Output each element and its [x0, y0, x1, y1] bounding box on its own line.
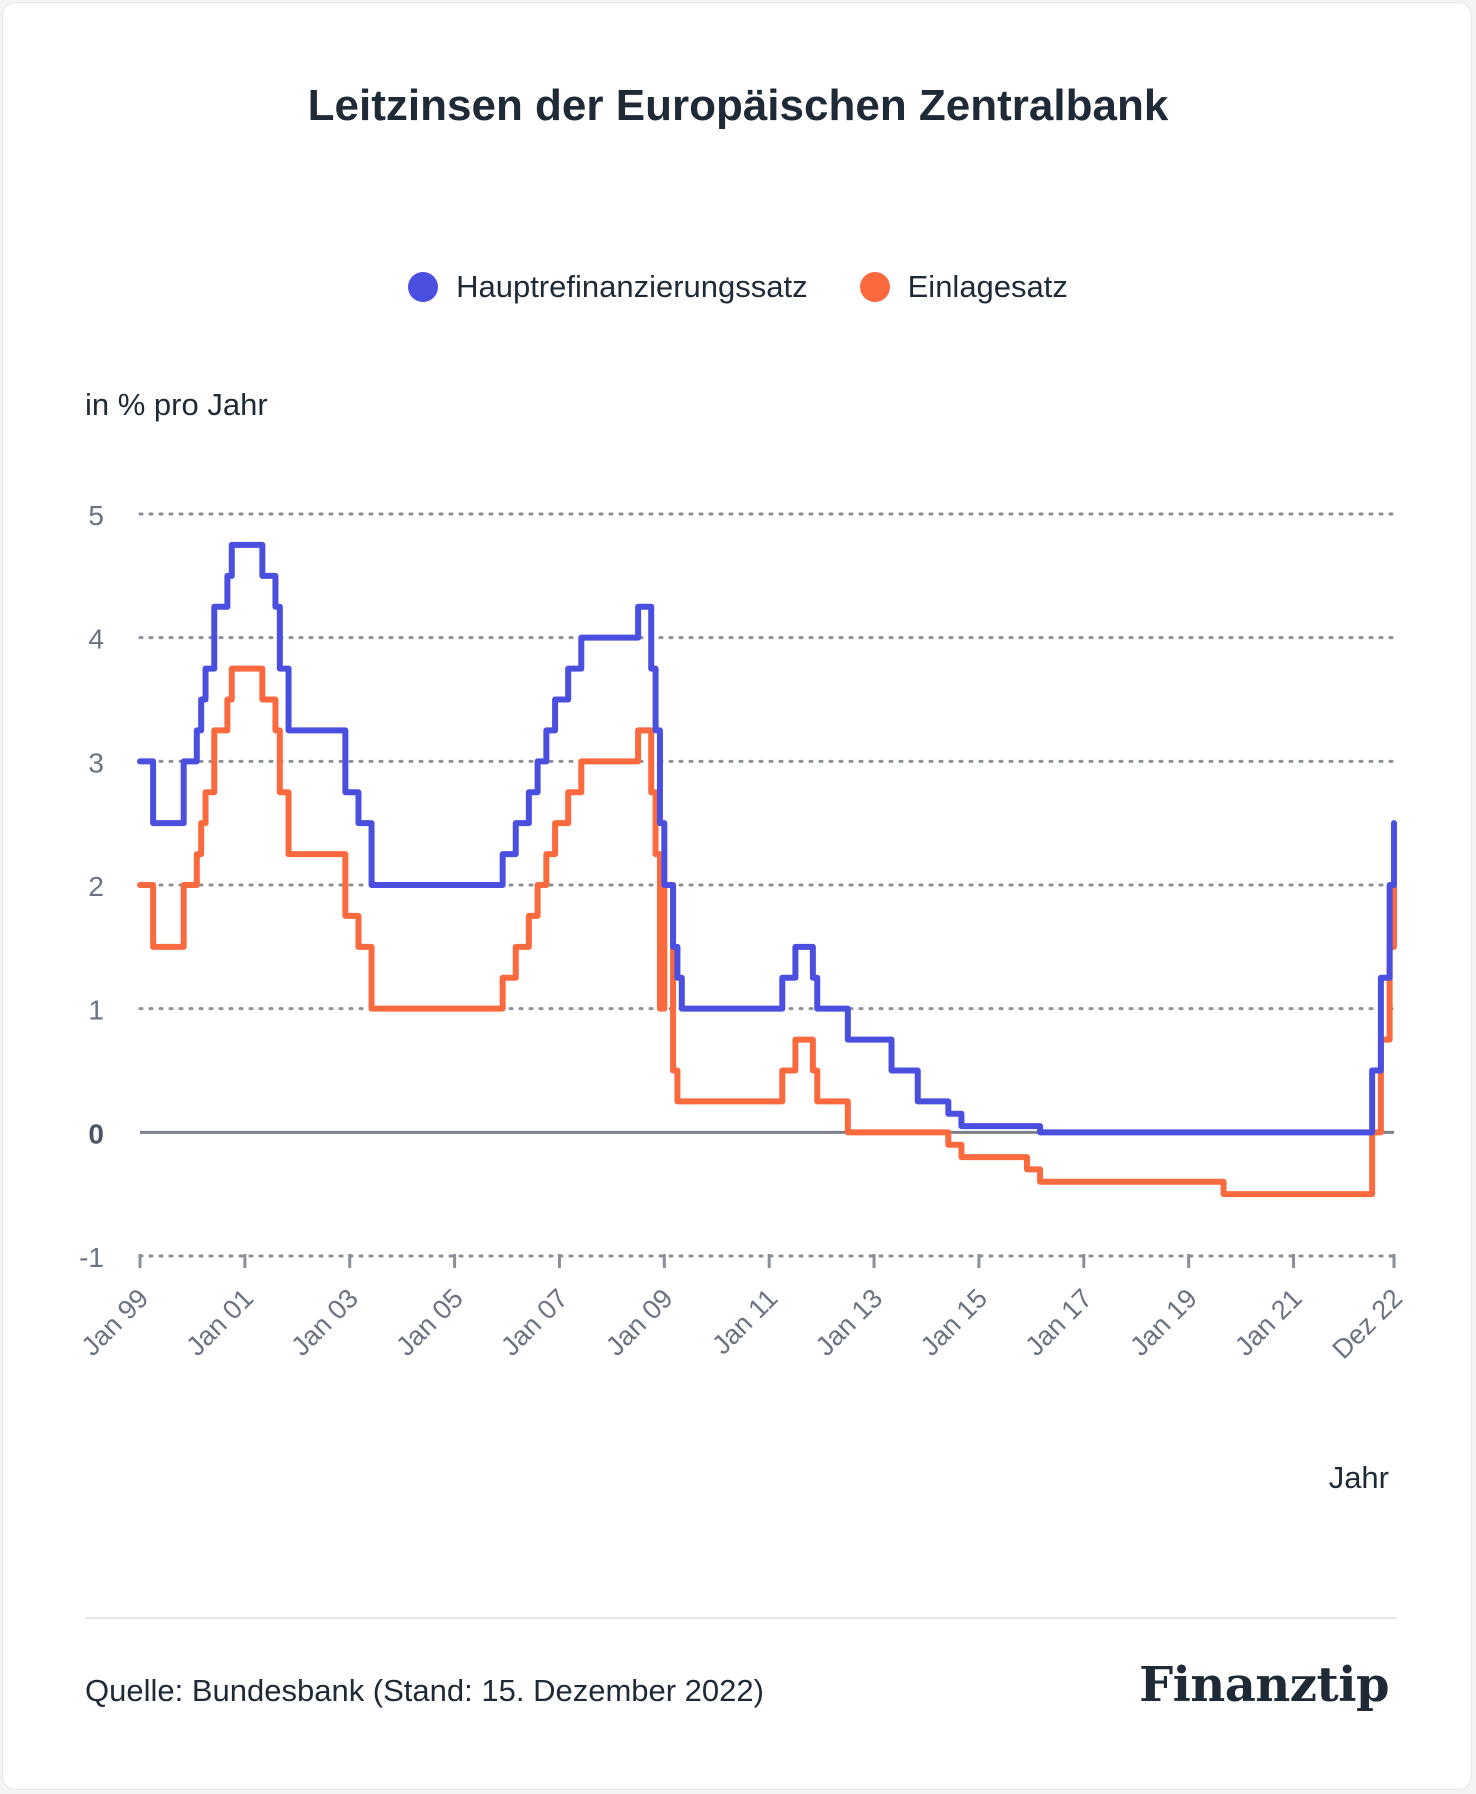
x-tick-label: Jan 05: [390, 1283, 469, 1362]
y-tick-label: 3: [88, 747, 104, 778]
chart-title: Leitzinsen der Europäischen Zentralbank: [307, 81, 1169, 130]
legend-label: Hauptrefinanzierungssatz: [456, 269, 808, 304]
y-tick-label: 4: [88, 624, 104, 655]
x-tick-label: Jan 17: [1019, 1283, 1098, 1362]
x-tick-label: Jan 11: [706, 1283, 783, 1360]
legend-label: Einlagesatz: [907, 269, 1068, 304]
x-tick-label: Jan 13: [810, 1283, 889, 1362]
x-tick-label: Jan 07: [495, 1283, 574, 1362]
finanztip-logo: Finanztip: [1139, 1657, 1389, 1713]
legend-item-hauptrefinanzierungssatz: Hauptrefinanzierungssatz: [408, 269, 808, 305]
legend: Hauptrefinanzierungssatz Einlagesatz: [3, 269, 1473, 305]
x-tick-label: Jan 01: [181, 1283, 260, 1362]
series-line-einlagesatz: [137, 665, 1397, 1198]
divider: [85, 1617, 1397, 1619]
legend-item-einlagesatz: Einlagesatz: [859, 269, 1068, 305]
x-axis-label: Jahr: [1328, 1460, 1389, 1495]
y-tick-label: 1: [88, 995, 104, 1026]
x-tick-label: Jan 15: [915, 1283, 994, 1362]
y-axis-unit-label: in % pro Jahr: [85, 387, 268, 422]
y-tick-label: 5: [88, 500, 104, 531]
legend-marker-orange: [859, 272, 890, 302]
x-tick-label: Jan 19: [1124, 1283, 1203, 1362]
series-line-hauptrefinanzierungssatz: [137, 541, 1397, 1136]
legend-marker-blue: [408, 272, 439, 302]
x-tick-label: Dez 22: [1327, 1283, 1409, 1365]
source-note: Quelle: Bundesbank (Stand: 15. Dezember …: [85, 1673, 764, 1708]
y-tick-label: 0: [88, 1118, 104, 1149]
x-tick-label: Jan 03: [285, 1283, 364, 1362]
x-tick-label: Jan 09: [600, 1283, 679, 1362]
y-tick-label: 2: [88, 871, 104, 902]
x-tick-label: Jan 21: [1229, 1283, 1308, 1362]
x-tick-label: Jan 99: [76, 1283, 155, 1362]
y-tick-label: -1: [79, 1242, 104, 1273]
